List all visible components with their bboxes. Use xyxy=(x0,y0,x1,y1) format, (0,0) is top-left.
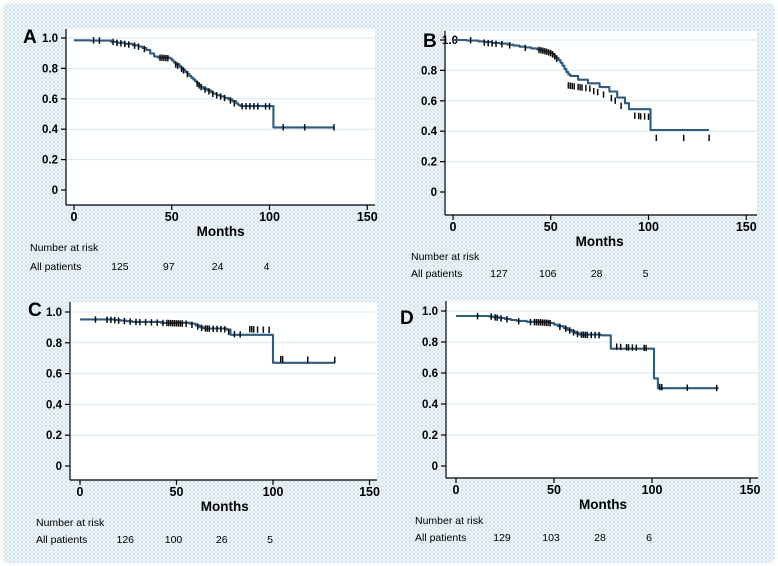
y-tick-label: 0.2 xyxy=(42,155,58,167)
plot-area xyxy=(445,31,757,215)
y-tick-label: 1.0 xyxy=(422,306,438,318)
risk-count: 5 xyxy=(643,268,649,280)
x-tick-label: 100 xyxy=(642,483,663,497)
risk-count: 125 xyxy=(111,261,129,273)
y-tick-label: 0 xyxy=(52,185,58,197)
panel-label: B xyxy=(423,31,437,52)
km-panel-c: 1.0 0.8 0.6 0.4 0.2 0 0 50 100 150 Months C Number a… xyxy=(0,283,389,566)
risk-count: 6 xyxy=(646,532,652,544)
x-tick-label: 0 xyxy=(450,220,457,234)
y-tick-label: 0.8 xyxy=(421,65,438,77)
risk-count: 24 xyxy=(212,261,224,273)
y-tick-label: 0 xyxy=(432,461,438,473)
y-tick-label: 0.4 xyxy=(422,399,439,411)
x-tick-label: 0 xyxy=(77,485,84,499)
survival-curve xyxy=(74,39,334,129)
x-tick-label: 100 xyxy=(638,220,659,234)
risk-count: 106 xyxy=(539,268,557,280)
panel-label: C xyxy=(28,300,42,321)
risk-count: 28 xyxy=(591,268,603,280)
y-tick-label: 0.6 xyxy=(421,96,437,108)
y-tick-label: 0.4 xyxy=(421,126,438,138)
risk-count: 126 xyxy=(116,534,134,546)
y-tick-label: 0.4 xyxy=(46,399,63,411)
risk-count: 100 xyxy=(165,534,183,546)
risk-table-header: Number at risk xyxy=(415,515,484,527)
survival-curve xyxy=(80,318,335,364)
risk-count: 28 xyxy=(594,532,606,544)
risk-count: 103 xyxy=(542,532,560,544)
y-tick-label: 0.4 xyxy=(42,124,59,136)
risk-count: 127 xyxy=(490,268,508,280)
survival-curve xyxy=(456,314,719,390)
panel-label: A xyxy=(23,27,37,48)
x-axis-title: Months xyxy=(197,224,245,239)
x-axis-title: Months xyxy=(576,234,624,249)
y-tick-label: 0.6 xyxy=(42,94,58,106)
risk-row-label: All patients xyxy=(411,268,462,280)
y-tick-label: 1.0 xyxy=(42,33,58,45)
x-tick-label: 50 xyxy=(165,210,179,224)
risk-count: 4 xyxy=(264,261,270,273)
y-tick-label: 0 xyxy=(56,461,62,473)
x-axis-title: Months xyxy=(201,499,249,514)
risk-row-label: All patients xyxy=(415,532,466,544)
x-tick-label: 0 xyxy=(71,210,78,224)
km-plot: 1.0 0.8 0.6 0.4 0.2 0 0 50 100 150 Months D Number a… xyxy=(400,301,761,544)
risk-table-header: Number at risk xyxy=(30,242,99,254)
x-tick-label: 150 xyxy=(357,210,378,224)
y-tick-label: 1.0 xyxy=(46,307,62,319)
y-tick-label: 0.8 xyxy=(42,63,59,75)
risk-count: 97 xyxy=(163,261,175,273)
plot-area xyxy=(446,301,758,478)
risk-table-header: Number at risk xyxy=(36,517,105,529)
x-tick-label: 100 xyxy=(259,210,280,224)
x-tick-label: 50 xyxy=(170,485,184,499)
risk-table-header: Number at risk xyxy=(411,251,480,263)
x-tick-label: 0 xyxy=(453,483,460,497)
x-axis-title: Months xyxy=(579,497,627,512)
y-tick-label: 0 xyxy=(431,187,437,199)
y-tick-label: 0.2 xyxy=(422,430,438,442)
risk-count: 129 xyxy=(493,532,511,544)
y-tick-label: 0.8 xyxy=(46,338,63,350)
plot-area xyxy=(70,302,377,480)
km-plot: 1.0 0.8 0.6 0.4 0.2 0 0 50 100 150 Months B Number a… xyxy=(411,31,757,280)
x-tick-label: 50 xyxy=(544,220,558,234)
y-tick-label: 0.8 xyxy=(422,337,439,349)
panel-label: D xyxy=(400,308,414,329)
risk-row-label: All patients xyxy=(36,534,87,546)
y-tick-label: 0.6 xyxy=(422,368,438,380)
x-tick-label: 100 xyxy=(263,485,284,499)
x-tick-label: 150 xyxy=(359,485,380,499)
y-tick-label: 0.2 xyxy=(421,157,437,169)
x-tick-label: 50 xyxy=(547,483,561,497)
km-panel-a: 1.0 0.8 0.6 0.4 0.2 0 0 50 100 150 Months A Number a… xyxy=(0,0,389,283)
risk-count: 26 xyxy=(216,534,228,546)
km-plot: 1.0 0.8 0.6 0.4 0.2 0 0 50 100 150 Months A Number a… xyxy=(23,27,378,273)
km-panel-b: 1.0 0.8 0.6 0.4 0.2 0 0 50 100 150 Months B Number a… xyxy=(389,0,778,283)
x-tick-label: 150 xyxy=(740,483,761,497)
x-tick-label: 150 xyxy=(736,220,757,234)
y-tick-label: 0.2 xyxy=(46,430,62,442)
y-tick-label: 0.6 xyxy=(46,369,62,381)
km-panel-d: 1.0 0.8 0.6 0.4 0.2 0 0 50 100 150 Months D Number a… xyxy=(389,283,778,566)
plot-area xyxy=(66,29,375,205)
risk-row-label: All patients xyxy=(30,261,81,273)
risk-count: 5 xyxy=(267,534,273,546)
km-plot: 1.0 0.8 0.6 0.4 0.2 0 0 50 100 150 Months C Number a… xyxy=(28,300,380,546)
y-tick-label: 1.0 xyxy=(442,35,458,47)
